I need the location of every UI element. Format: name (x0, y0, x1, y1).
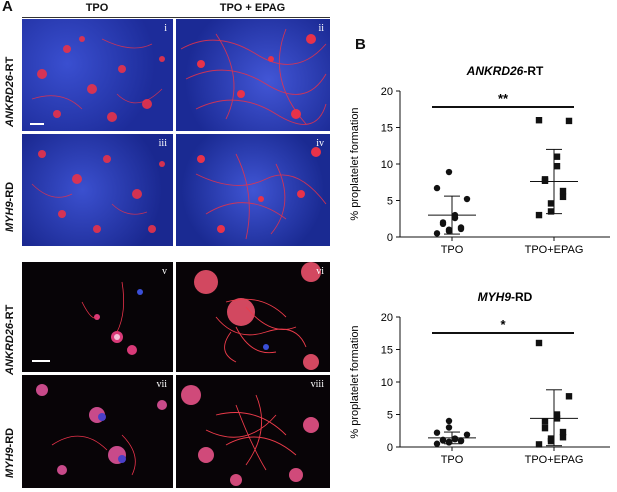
chart-title-suffix: -RT (523, 64, 544, 78)
gene-name: ANKRD26 (4, 323, 16, 375)
tile-label-vii: vii (156, 379, 167, 390)
chart-title-gene: MYH9 (478, 290, 512, 304)
col-header-tpo: TPO (85, 2, 109, 14)
y-tick-label: 10 (381, 377, 393, 389)
gene-suffix: -RT (4, 304, 16, 324)
x-tick-label: TPO (441, 454, 464, 466)
micrograph-vii: vii (22, 375, 173, 488)
data-point (433, 230, 441, 237)
x-tick-label: TPO+EPAG (525, 244, 584, 256)
data-point (553, 411, 561, 418)
data-point (553, 162, 561, 170)
micrograph-vi-texture (194, 262, 321, 370)
data-point (433, 440, 441, 447)
data-point (541, 176, 549, 183)
micrograph-iii-texture (31, 150, 165, 233)
micrograph-ii-texture (180, 28, 327, 125)
micrograph-vii-texture (36, 384, 167, 476)
micrograph-ii: ii (176, 19, 330, 131)
data-point (565, 117, 573, 125)
chart-title: ANKRD26-RT (466, 64, 544, 78)
data-point (463, 195, 471, 203)
data-point (541, 424, 549, 432)
panel-b-letter: B (355, 36, 366, 53)
data-point (535, 211, 543, 219)
data-point (559, 193, 567, 201)
micrograph-i-texture (30, 36, 165, 125)
gene-name: ANKRD26 (4, 75, 16, 127)
data-point (565, 393, 573, 400)
micrograph-iii: iii (22, 134, 173, 246)
y-tick-label: 5 (387, 196, 393, 208)
data-point (457, 224, 465, 231)
significance-marker: ** (498, 91, 509, 106)
gene-suffix: -RD (4, 181, 16, 202)
gene-suffix: -RD (4, 427, 16, 448)
micrograph-iv-texture (195, 147, 327, 240)
panel-a-letter: A (2, 0, 13, 15)
tile-label-ii: ii (318, 23, 324, 34)
data-point (541, 418, 549, 425)
col-header-tpo-epag: TPO + EPAG (219, 2, 286, 14)
data-point (559, 428, 567, 436)
y-tick-label: 0 (387, 442, 393, 454)
x-tick-label: TPO+EPAG (525, 454, 584, 466)
data-point (433, 429, 441, 436)
row-label-myh9-top: MYH9-RD (4, 182, 16, 232)
micrograph-viii-texture (181, 385, 319, 486)
data-point (547, 200, 555, 207)
chart-title: MYH9-RD (478, 290, 533, 304)
data-point (445, 226, 453, 233)
x-tick-label: TPO (441, 244, 464, 256)
row-label-ankrd26-top: ANKRD26-RT (4, 57, 16, 127)
micrograph-iv: iv (176, 134, 330, 246)
y-axis-label: % proplatelet formation (349, 325, 361, 438)
data-point (535, 339, 543, 347)
y-tick-label: 5 (387, 410, 393, 422)
data-point (433, 184, 441, 192)
data-point (445, 168, 453, 176)
micrograph-i: i (22, 19, 173, 131)
data-point (535, 441, 543, 448)
y-axis-label: % proplatelet formation (349, 107, 361, 220)
panel-b-charts: ANKRD26-RT 0 5 10 15 20 % proplatelet formatio… (349, 64, 610, 466)
micrograph-v-texture (32, 281, 143, 362)
chart-title-suffix: -RD (511, 290, 533, 304)
significance-marker: * (500, 317, 506, 332)
data-point (451, 435, 459, 442)
tile-label-iii: iii (158, 138, 167, 149)
gene-suffix: -RT (4, 56, 16, 76)
tile-label-i: i (164, 23, 167, 34)
gene-name: MYH9 (4, 201, 16, 232)
y-tick-label: 20 (381, 86, 393, 98)
micrograph-v: v (22, 262, 173, 372)
data-point (559, 187, 567, 195)
data-point (457, 437, 465, 444)
row-label-ankrd26-bottom: ANKRD26-RT (4, 305, 16, 375)
data-point (553, 153, 561, 160)
data-point (463, 431, 471, 438)
col-header-rule (22, 17, 330, 18)
chart-title-gene: ANKRD26 (466, 64, 524, 78)
data-point (547, 208, 555, 215)
micrograph-viii: viii (176, 375, 330, 488)
data-point (445, 424, 453, 431)
y-tick-label: 10 (381, 159, 393, 171)
row-label-myh9-bottom: MYH9-RD (4, 428, 16, 478)
data-point (547, 435, 555, 442)
y-tick-label: 0 (387, 232, 393, 244)
tile-label-iv: iv (316, 138, 324, 149)
y-tick-label: 15 (381, 123, 393, 135)
tile-label-vi: vi (316, 266, 324, 277)
tile-label-v: v (162, 266, 167, 277)
tile-label-viii: viii (310, 379, 324, 390)
data-point (535, 117, 543, 124)
data-point (445, 417, 453, 425)
micrograph-vi: vi (176, 262, 330, 372)
y-tick-label: 15 (381, 345, 393, 357)
gene-name: MYH9 (4, 447, 16, 478)
data-point (439, 219, 447, 226)
y-tick-label: 20 (381, 312, 393, 324)
data-point (559, 434, 567, 441)
